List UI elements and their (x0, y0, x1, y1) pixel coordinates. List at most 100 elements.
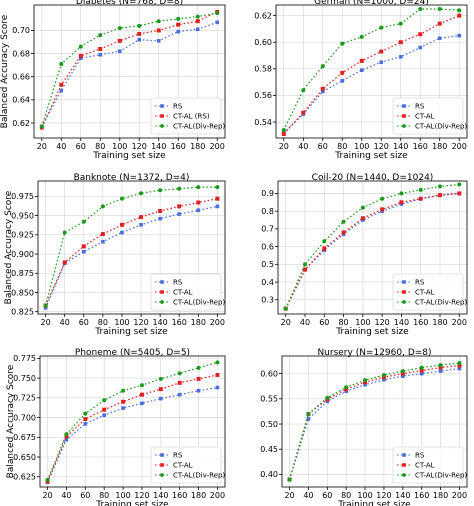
plot-frame (275, 4, 468, 139)
y-tick-label: 0.5 (261, 260, 274, 269)
data-point (322, 246, 327, 251)
x-tick-label: 120 (134, 491, 149, 500)
series-line-2 (46, 374, 218, 482)
data-point (341, 219, 346, 224)
legend-box (392, 273, 464, 311)
data-point (196, 388, 201, 393)
y-tick-label: 0.60 (254, 38, 272, 47)
series-line-1 (45, 205, 218, 309)
data-point (303, 262, 307, 267)
y-axis-label: Balanced Accuracy Score (6, 364, 16, 478)
legend-marker (402, 104, 406, 108)
x-tick-label: 80 (95, 142, 105, 151)
data-point (457, 8, 462, 13)
legend-label: CT-AL(Div-Rep) (415, 472, 467, 480)
data-point (306, 417, 311, 421)
data-point (363, 382, 367, 387)
legend-marker (160, 104, 164, 108)
data-point (457, 33, 462, 38)
x-tick-label: 160 (172, 491, 187, 500)
data-point (177, 212, 182, 216)
legend-label: CT-AL(Div-Rep) (173, 472, 225, 480)
series-line-1 (41, 21, 218, 127)
x-axis-label: Training set size (337, 500, 411, 506)
data-point (215, 20, 220, 25)
x-tick-label: 20 (284, 491, 294, 500)
x-tick-label: 180 (432, 142, 447, 151)
series-line-2 (285, 192, 460, 309)
x-tick-label: 20 (279, 142, 289, 151)
data-point (437, 6, 442, 11)
data-point (119, 196, 124, 201)
series-line-3 (288, 362, 460, 480)
data-point (78, 44, 83, 49)
series-line-1 (47, 386, 218, 483)
x-tick-label: 80 (338, 318, 348, 327)
x-tick-label: 20 (41, 318, 51, 327)
x-tick-label: 40 (60, 318, 70, 327)
data-point (196, 185, 201, 190)
y-tick-label: 0.70 (12, 26, 30, 35)
data-point (102, 413, 106, 417)
x-tick-label: 160 (172, 318, 187, 327)
x-tick-label: 100 (112, 142, 127, 151)
data-point (437, 21, 442, 26)
data-point (344, 387, 349, 392)
data-point (363, 380, 368, 385)
data-point (177, 186, 182, 191)
y-tick-label: 0.55 (260, 395, 278, 404)
data-point (359, 68, 364, 72)
data-point (301, 110, 306, 115)
legend-label: CT-AL(Div-Rep) (415, 123, 467, 131)
panel-title: Diabetes (N=768, D=8) (76, 0, 183, 7)
x-tick-label: 200 (452, 318, 467, 327)
data-point (380, 196, 385, 201)
data-point (139, 383, 144, 388)
x-tick-label: 160 (414, 491, 429, 500)
data-point (140, 401, 144, 406)
data-point (100, 232, 105, 237)
x-tick-label: 40 (61, 491, 71, 500)
data-point (78, 53, 83, 58)
data-point (81, 244, 86, 249)
x-tick-label: 200 (210, 491, 225, 500)
legend-label: CT-AL (415, 289, 435, 297)
data-point (363, 378, 368, 383)
data-point (418, 45, 423, 50)
x-tick-label: 120 (376, 491, 391, 500)
data-point (360, 216, 365, 221)
x-tick-label: 80 (99, 491, 109, 500)
legend-marker (160, 453, 164, 457)
data-point (419, 371, 424, 376)
legend-marker (402, 124, 406, 128)
data-point (117, 26, 122, 31)
y-tick-label: 0.45 (260, 445, 278, 454)
x-tick-label: 40 (300, 318, 310, 327)
y-tick-label: 0.750 (13, 374, 36, 383)
x-tick-label: 160 (171, 142, 186, 151)
data-point (344, 389, 348, 394)
x-tick-label: 40 (298, 142, 308, 151)
chart-panel-3: 0.825 0.850 0.875 0.900 0.925 0.950 0.975 20 40 6… (4, 173, 225, 337)
data-point (457, 191, 462, 196)
series-line-3 (45, 186, 218, 306)
data-point (81, 249, 86, 254)
data-point (158, 208, 163, 213)
x-tick-label: 100 (357, 491, 372, 500)
data-point (78, 56, 83, 60)
legend-marker (402, 280, 406, 284)
data-point (64, 432, 69, 437)
legend-label: CT-AL(Div-Rep) (415, 299, 467, 307)
series-line-2 (283, 15, 460, 135)
x-tick-label: 200 (452, 142, 467, 151)
data-point (438, 184, 442, 189)
y-tick-label: 0.60 (260, 369, 278, 378)
data-point (359, 34, 364, 39)
data-point (62, 230, 67, 235)
x-tick-label: 200 (210, 318, 225, 327)
panel-title: Nursery (N=12960, D=8) (317, 348, 431, 358)
x-tick-label: 180 (191, 491, 206, 500)
data-point (98, 33, 103, 38)
y-tick-label: 0.9 (261, 189, 274, 198)
series-line-1 (288, 368, 460, 480)
